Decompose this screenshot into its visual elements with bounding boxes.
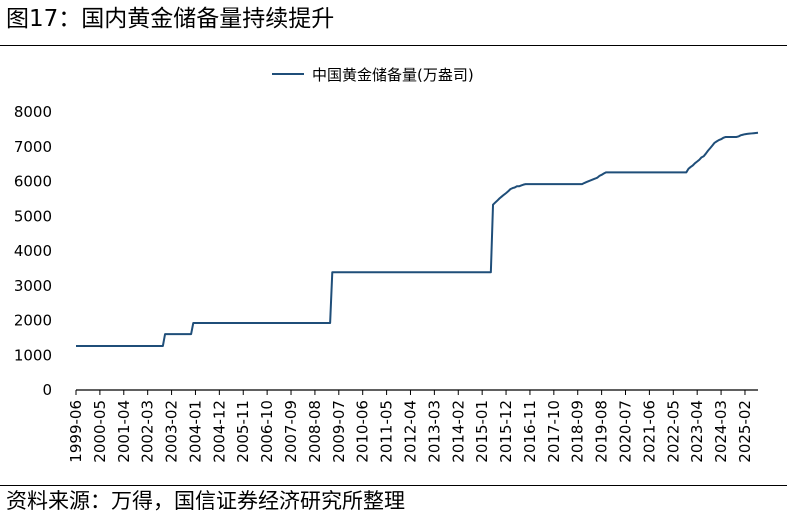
y-tick-label: 1000 [14,346,52,364]
x-tick-label: 1999-06 [67,400,85,463]
x-tick-label: 2018-09 [569,400,587,463]
x-tick-label: 2024-03 [712,400,730,463]
x-tick-label: 2012-04 [401,400,419,463]
x-tick-label: 2003-02 [163,400,181,463]
y-tick-label: 5000 [14,207,52,225]
source-rule [0,485,787,486]
source-note: 资料来源：万得，国信证券经济研究所整理 [6,489,405,513]
series-line [76,131,759,347]
x-tick-label: 2023-04 [688,400,706,463]
x-tick-label: 2011-05 [378,400,396,463]
y-tick-label: 0 [42,381,52,399]
x-tick-label: 2008-08 [306,400,324,463]
x-tick-label: 2025-02 [736,400,754,463]
x-tick-label: 2016-11 [521,400,539,463]
x-tick-label: 2022-05 [664,400,682,463]
y-tick-label: 3000 [14,277,52,295]
x-tick-label: 2001-04 [115,400,133,463]
title-rule [0,45,787,46]
x-tick-label: 2007-09 [282,400,300,463]
x-tick-label: 2021-06 [640,400,658,463]
x-tick-label: 2004-12 [210,400,228,463]
x-tick-label: 2005-11 [234,400,252,463]
y-tick-label: 8000 [14,103,52,121]
x-tick-label: 2002-03 [139,400,157,463]
x-tick-label: 2015-12 [497,400,515,463]
y-tick-label: 2000 [14,312,52,330]
x-tick-label: 2015-01 [473,400,491,463]
legend-label: 中国黄金储备量(万盎司) [312,66,474,84]
y-tick-label: 4000 [14,242,52,260]
x-tick-label: 2004-01 [186,400,204,463]
x-tick-label: 2009-07 [330,400,348,463]
x-tick-label: 2014-02 [449,400,467,463]
y-axis: 0 1000 2000 3000 4000 5000 6000 7000 8000 [14,103,52,399]
x-tick-label: 2020-07 [617,400,635,463]
x-tick-label: 2000-05 [91,400,109,463]
line-chart: 中国黄金储备量(万盎司) 0 1000 2000 3000 4000 5000 6000 70… [14,66,759,463]
x-tick-label: 2013-03 [425,400,443,463]
legend: 中国黄金储备量(万盎司) [272,66,474,84]
x-axis: 1999-06 2000-05 2001-04 2002-03 2003-02 2004-… [67,389,758,463]
figure-title: 图17：国内黄金储备量持续提升 [6,6,335,32]
y-tick-label: 6000 [14,173,52,191]
x-tick-label: 2019-08 [593,400,611,463]
y-tick-label: 7000 [14,138,52,156]
x-tick-label: 2006-10 [258,400,276,463]
x-tick-label: 2017-10 [545,400,563,463]
x-tick-label: 2010-06 [354,400,372,463]
